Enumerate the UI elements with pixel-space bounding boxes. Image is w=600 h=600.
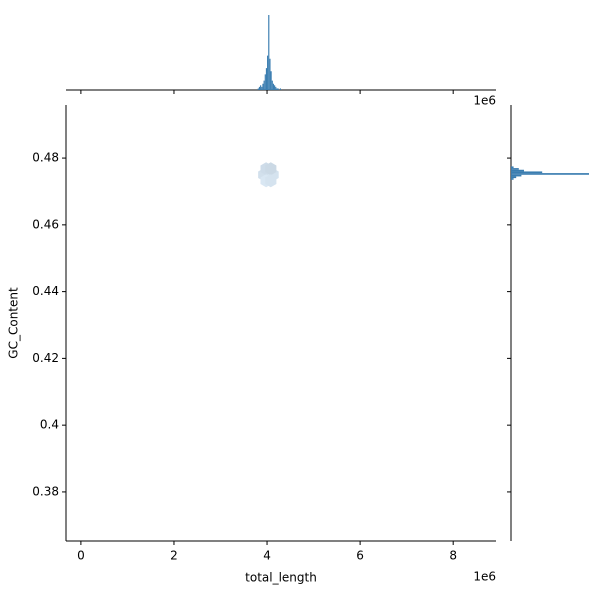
x-tick-label: 0 bbox=[77, 549, 85, 563]
right-hist-bar bbox=[511, 168, 519, 170]
right-hist-bar bbox=[511, 178, 514, 180]
top-hist-bar bbox=[274, 85, 276, 90]
top-hist-bar bbox=[279, 88, 281, 90]
hexbin bbox=[265, 162, 277, 176]
top-hist-bar bbox=[257, 88, 259, 90]
top-hist-bar bbox=[270, 71, 272, 90]
top-hist-bar bbox=[268, 15, 270, 90]
x-offset-label: 1e6 bbox=[473, 570, 496, 584]
y-axis-label: GC_Content bbox=[7, 287, 21, 359]
y-tick-label: 0.46 bbox=[32, 217, 59, 231]
right-hist-bar bbox=[511, 166, 514, 169]
right-hist-bar bbox=[511, 174, 522, 177]
x-tick-label: 6 bbox=[356, 549, 364, 563]
y-tick-label: 0.44 bbox=[32, 284, 59, 298]
top-offset-label: 1e6 bbox=[473, 94, 496, 108]
x-tick-label: 2 bbox=[170, 549, 178, 563]
top-hist-bar bbox=[264, 74, 266, 90]
top-hist-bar bbox=[261, 86, 263, 90]
hexbin bbox=[265, 174, 277, 188]
top-hist-bar bbox=[276, 88, 278, 90]
x-tick-label: 4 bbox=[263, 549, 271, 563]
right-hist-bar bbox=[511, 173, 589, 175]
y-tick-label: 0.48 bbox=[32, 151, 59, 165]
y-tick-label: 0.42 bbox=[32, 351, 59, 365]
right-hist-bar bbox=[511, 169, 524, 172]
top-hist-bar bbox=[271, 80, 273, 90]
x-tick-label: 8 bbox=[449, 549, 457, 563]
top-hist-bar bbox=[272, 83, 275, 90]
right-hist-bar bbox=[511, 171, 543, 174]
y-tick-label: 0.4 bbox=[40, 418, 59, 432]
right-hist-bar bbox=[511, 176, 517, 179]
top-hist-bar bbox=[258, 86, 261, 90]
y-tick-label: 0.38 bbox=[32, 484, 59, 498]
top-hist-bar bbox=[267, 55, 269, 90]
top-hist-bar bbox=[277, 88, 279, 90]
top-hist-bar bbox=[260, 85, 262, 90]
top-hist-bar bbox=[269, 58, 271, 90]
x-axis-label: total_length bbox=[245, 571, 317, 585]
top-hist-bar bbox=[275, 86, 277, 90]
top-hist-bar bbox=[263, 80, 265, 90]
top-hist-bar bbox=[265, 68, 268, 90]
top-hist-bar bbox=[262, 83, 264, 90]
